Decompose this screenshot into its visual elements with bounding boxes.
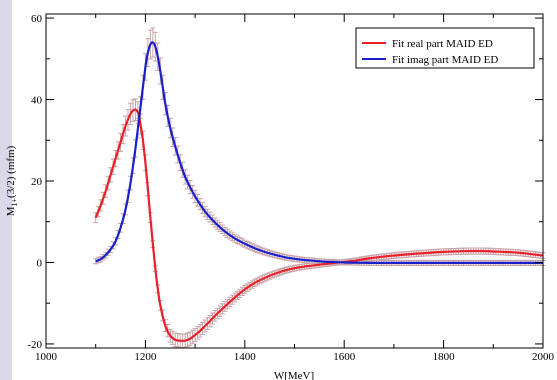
ticks-layer: 1000 1200 1400 1600 1800 2000 -20 0 20 40 60 — [27, 13, 554, 363]
y-axis-label-subscript: 1+ — [10, 197, 19, 206]
legend: Fit real part MAID ED Fit imag part MAID… — [355, 27, 535, 69]
right-border-strip — [543, 0, 557, 380]
x-tick-label: 1200 — [134, 351, 157, 363]
x-tick-label: 1800 — [433, 351, 456, 363]
y-axis-label-rest: (3/2) (mfm) — [5, 145, 17, 198]
legend-label-imag: Fit imag part MAID ED — [392, 54, 498, 66]
y-tick-label: -20 — [27, 339, 42, 351]
left-border-strip — [0, 0, 12, 380]
y-axis-label: M1+(3/2) (mfm) — [5, 145, 19, 216]
x-tick-label: 2000 — [532, 351, 555, 363]
y-tick-label: 40 — [31, 95, 43, 107]
x-tick-label: 1600 — [333, 351, 356, 363]
legend-label-real: Fit real part MAID ED — [392, 38, 493, 50]
y-axis-label-main: M — [5, 206, 17, 216]
y-tick-label: 60 — [31, 13, 43, 25]
x-axis-label: W[MeV] — [274, 370, 314, 380]
legend-box — [355, 27, 535, 69]
series-line-imag — [95, 41, 543, 265]
series-lines-layer — [94, 41, 544, 342]
series-line-real — [94, 108, 544, 342]
y-tick-label: 0 — [37, 257, 43, 269]
y-tick-label: 20 — [31, 176, 43, 188]
x-tick-label: 1400 — [234, 351, 257, 363]
x-tick-label: 1000 — [35, 351, 58, 363]
